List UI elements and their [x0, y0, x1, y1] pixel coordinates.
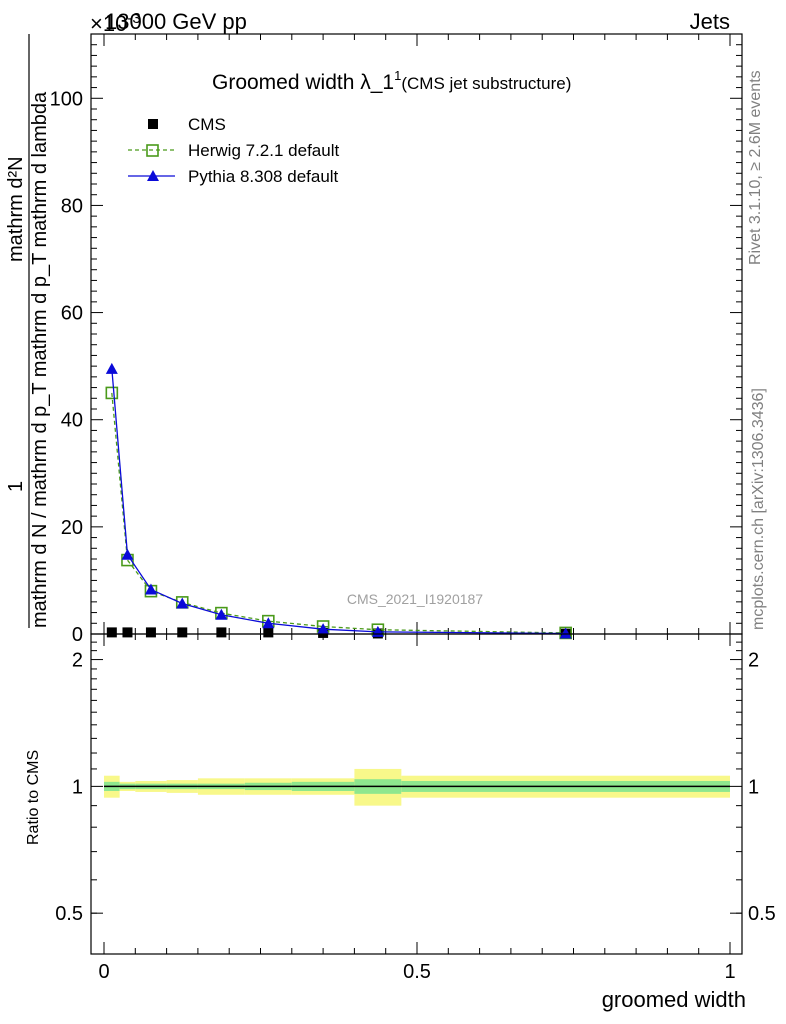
- pythia-point: [105, 362, 118, 374]
- main-axis-ticks: 0 20 40 60 80 100: [50, 33, 742, 646]
- chart-title: Groomed width λ_11(CMS jet substructure): [212, 68, 571, 94]
- legend-herwig-label: Herwig 7.2.1 default: [188, 141, 339, 160]
- main-ytick-label: 20: [61, 517, 83, 539]
- exponent-label: ×10-3: [90, 10, 141, 36]
- ylabel-denominator: mathrm d N / mathrm d p_T mathrm d p_T m…: [29, 91, 51, 628]
- ratio-ytick-label-right: 0.5: [748, 903, 776, 925]
- legend-cms-marker: [148, 119, 158, 129]
- ratio-ytick-label: 1: [72, 776, 83, 798]
- cms-point: [177, 627, 188, 638]
- cms-point: [106, 627, 117, 638]
- legend-herwig-marker: [146, 144, 159, 157]
- cms-point: [145, 627, 156, 638]
- main-ytick-label: 100: [50, 88, 83, 110]
- legend-pythia-label: Pythia 8.308 default: [188, 167, 339, 186]
- pythia-point: [559, 627, 572, 639]
- pythia-point: [317, 623, 330, 635]
- main-ytick-label: 0: [72, 624, 83, 646]
- cms-point: [216, 627, 227, 638]
- main-ytick-label: 40: [61, 410, 83, 432]
- ratio-ytick-label-right: 2: [748, 650, 759, 672]
- ratio-axis-ticks: 0.5 0.5 1 1 2 2 0 0.5 1: [55, 634, 776, 983]
- cms-point: [263, 627, 274, 638]
- legend-pythia-marker: [147, 170, 159, 181]
- ratio-ytick-label: 0.5: [55, 903, 83, 925]
- process-label: 13000 GeV pp: [105, 9, 247, 34]
- ratio-bands: [104, 768, 730, 806]
- main-ylabel: mathrm d²N 1 mathrm d N / mathrm d p_T m…: [5, 34, 51, 628]
- main-ytick-label: 60: [61, 303, 83, 325]
- pythia-point: [144, 583, 157, 595]
- pythia-point: [176, 597, 189, 609]
- ratio-xtick-label: 0.5: [403, 961, 431, 983]
- rivet-label: Rivet 3.1.10, ≥ 2.6M events: [747, 70, 764, 265]
- herwig-point: [105, 386, 119, 400]
- pythia-point: [215, 608, 228, 620]
- ratio-xtick-label: 0: [98, 961, 109, 983]
- ratio-ylabel: Ratio to CMS: [25, 750, 42, 845]
- pythia-point: [262, 617, 275, 629]
- main-ytick-label: 80: [61, 195, 83, 217]
- mcplots-label: mcplots.cern.ch [arXiv:1306.3436]: [750, 388, 767, 630]
- ratio-ytick-label: 2: [72, 650, 83, 672]
- ylabel-factor: 1: [5, 481, 27, 492]
- main-panel: 0 20 40 60 80 100 Groomed width λ_11(CMS jet …: [5, 33, 743, 646]
- legend: CMS Herwig 7.2.1 default Pythia 8.308 de…: [128, 115, 339, 186]
- legend-cms-label: CMS: [188, 115, 226, 134]
- series-line-2: [111, 368, 566, 635]
- ylabel-numerator: mathrm d²N: [5, 156, 27, 262]
- main-series: [105, 362, 572, 640]
- category-label: Jets: [690, 9, 730, 34]
- pythia-point: [121, 548, 134, 560]
- ratio-xtick-label: 1: [724, 961, 735, 983]
- watermark-label: CMS_2021_I1920187: [347, 591, 483, 607]
- cms-point: [122, 627, 133, 638]
- ratio-ytick-label-right: 1: [748, 776, 759, 798]
- ratio-panel: 0.5 0.5 1 1 2 2 0 0.5 1 Ratio to CMS groomed wid…: [25, 633, 776, 1012]
- ratio-xlabel: groomed width: [602, 987, 746, 1012]
